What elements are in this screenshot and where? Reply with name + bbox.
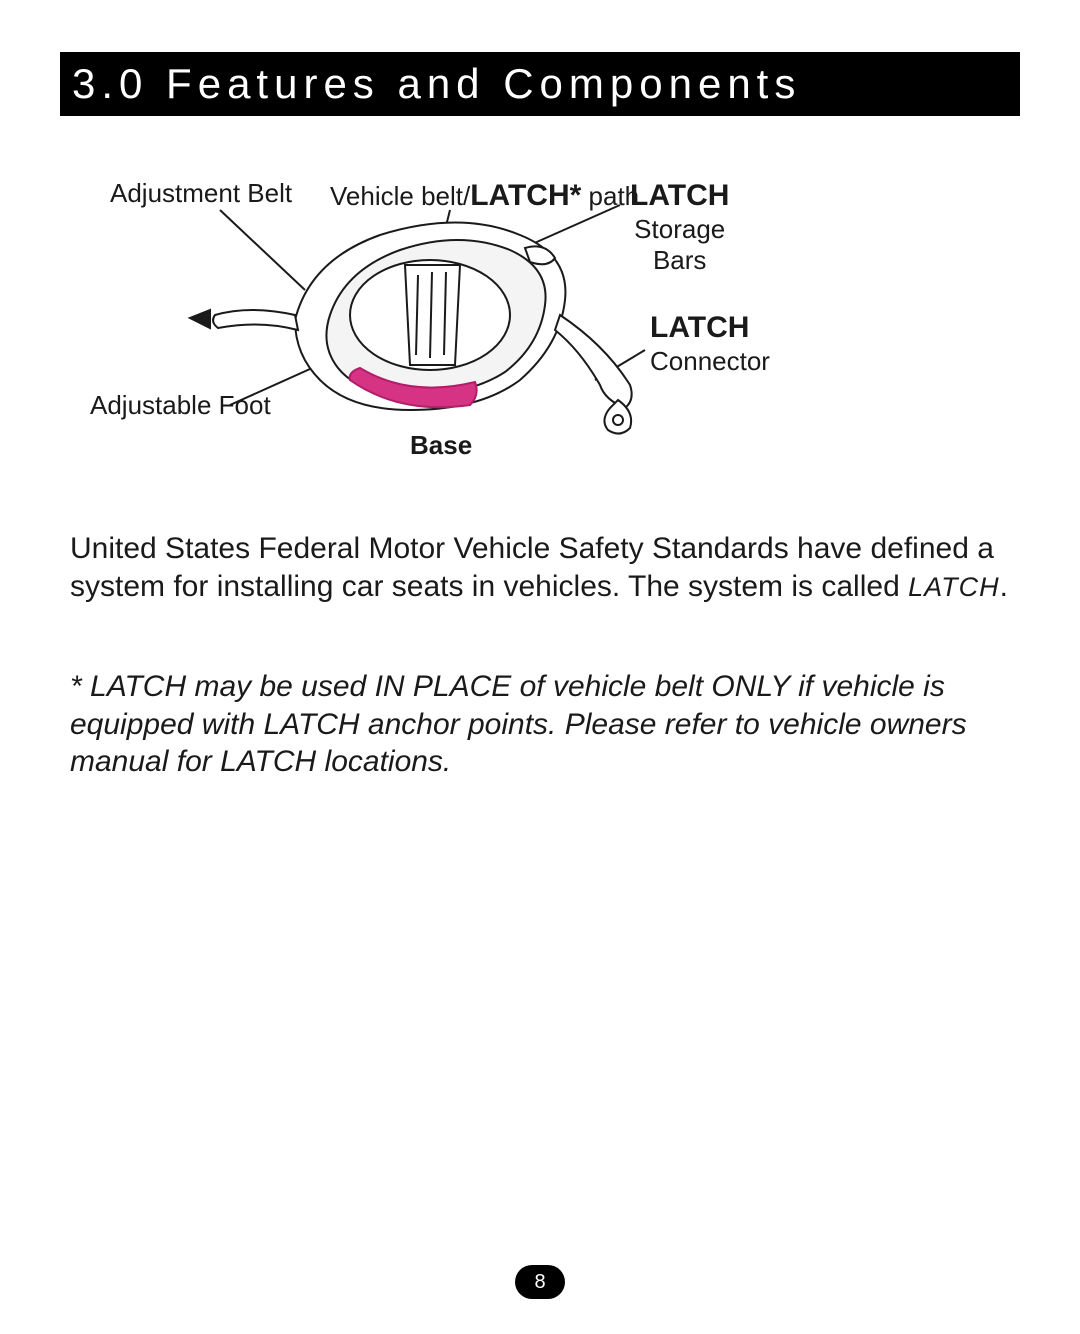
label-text-bold: LATCH: [650, 311, 749, 344]
label-adjustment-belt: Adjustment Belt: [110, 178, 292, 209]
paragraph-footnote: * LATCH may be used IN PLACE of vehicle …: [70, 668, 1010, 781]
base-diagram: Adjustment Belt Vehicle belt/LATCH* path…: [60, 150, 1020, 490]
paragraph-text: * LATCH may be used IN PLACE of vehicle …: [70, 670, 967, 778]
section-title: 3.0 Features and Components: [72, 60, 801, 108]
page-number: 8: [534, 1271, 545, 1294]
label-base-caption: Base: [410, 430, 472, 461]
paragraph-text: United States Federal Motor Vehicle Safe…: [70, 532, 994, 603]
label-text: Base: [410, 430, 472, 460]
label-text: Vehicle belt/: [330, 181, 470, 211]
label-adjustable-foot: Adjustable Foot: [90, 390, 271, 421]
label-text: Connector: [650, 346, 770, 376]
latch-term: LATCH: [908, 572, 1000, 602]
label-text: Adjustable Foot: [90, 390, 271, 420]
label-vehicle-belt-path: Vehicle belt/LATCH* path: [330, 178, 639, 214]
label-latch-storage-bars: LATCH Storage Bars: [630, 178, 729, 276]
label-text: Adjustment Belt: [110, 178, 292, 208]
label-text: Bars: [653, 245, 706, 275]
label-text-bold: LATCH*: [470, 179, 581, 212]
paragraph-definition: United States Federal Motor Vehicle Safe…: [70, 530, 1010, 605]
label-text-bold: LATCH: [630, 179, 729, 212]
paragraph-text: .: [1000, 570, 1008, 603]
label-latch-connector: LATCH Connector: [650, 310, 770, 377]
section-header: 3.0 Features and Components: [60, 52, 1020, 116]
label-text: Storage: [634, 214, 725, 244]
page-number-badge: 8: [515, 1265, 565, 1299]
